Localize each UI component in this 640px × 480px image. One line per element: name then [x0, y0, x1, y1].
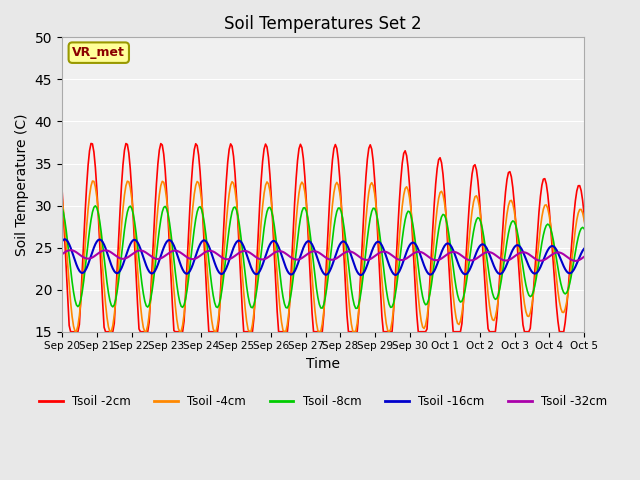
Legend: Tsoil -2cm, Tsoil -4cm, Tsoil -8cm, Tsoil -16cm, Tsoil -32cm: Tsoil -2cm, Tsoil -4cm, Tsoil -8cm, Tsoi… — [34, 391, 612, 413]
Text: VR_met: VR_met — [72, 46, 125, 59]
Title: Soil Temperatures Set 2: Soil Temperatures Set 2 — [224, 15, 422, 33]
X-axis label: Time: Time — [306, 357, 340, 371]
Y-axis label: Soil Temperature (C): Soil Temperature (C) — [15, 113, 29, 256]
